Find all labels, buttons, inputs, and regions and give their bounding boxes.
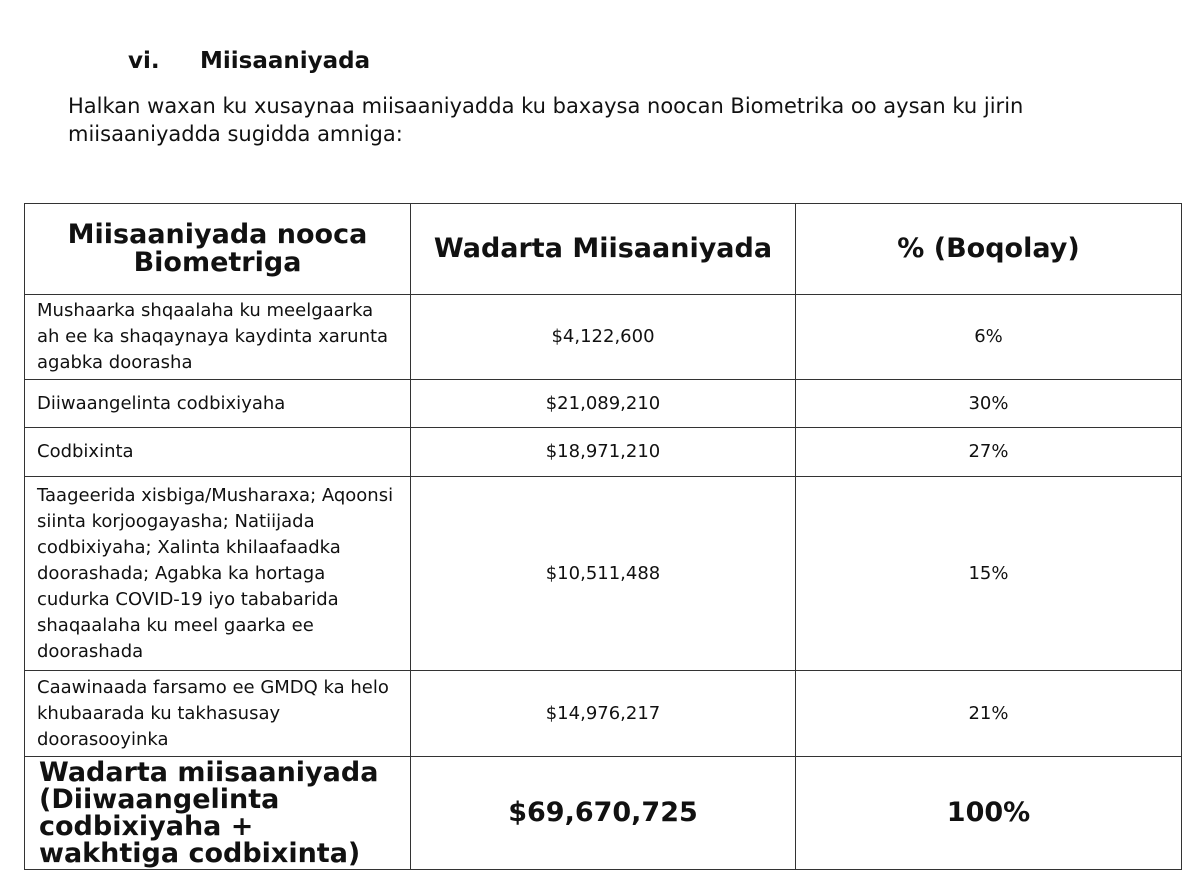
row-item: Mushaarka shqaalaha ku meelgaarka ah ee … — [24, 294, 411, 380]
row-item: Caawinaada farsamo ee GMDQ ka helo khuba… — [24, 670, 411, 757]
row-total: $14,976,217 — [410, 670, 796, 757]
section-title: Miisaaniyada — [200, 48, 371, 74]
intro-paragraph: Halkan waxan ku xusaynaa miisaaniyadda k… — [68, 94, 1024, 146]
row-percent: 15% — [795, 476, 1182, 671]
row-percent: 27% — [795, 427, 1182, 477]
section-number: vi. — [128, 48, 160, 74]
total-item: Wadarta miisaaniyada (Diiwaangelinta cod… — [24, 756, 411, 870]
row-total: $4,122,600 — [410, 294, 796, 380]
table-row: Taageerida xisbiga/Musharaxa; Aqoonsi si… — [24, 476, 1182, 671]
header-item: Miisaaniyada nooca Biometriga — [24, 203, 411, 295]
section-heading: vi. Miisaaniyada — [128, 48, 370, 74]
row-item: Taageerida xisbiga/Musharaxa; Aqoonsi si… — [24, 476, 411, 671]
row-percent: 30% — [795, 379, 1182, 428]
header-percent: % (Boqolay) — [795, 203, 1182, 295]
row-percent: 21% — [795, 670, 1182, 757]
table-row: Diiwaangelinta codbixiyaha $21,089,210 3… — [24, 379, 1182, 428]
budget-table: Miisaaniyada nooca Biometriga Wadarta Mi… — [24, 203, 1182, 870]
total-percent: 100% — [795, 756, 1182, 870]
table-row: Codbixinta $18,971,210 27% — [24, 427, 1182, 477]
row-total: $21,089,210 — [410, 379, 796, 428]
table-total-row: Wadarta miisaaniyada (Diiwaangelinta cod… — [24, 756, 1182, 870]
total-amount: $69,670,725 — [410, 756, 796, 870]
row-total: $10,511,488 — [410, 476, 796, 671]
table-row: Mushaarka shqaalaha ku meelgaarka ah ee … — [24, 294, 1182, 380]
table-header-row: Miisaaniyada nooca Biometriga Wadarta Mi… — [24, 203, 1182, 295]
row-total: $18,971,210 — [410, 427, 796, 477]
header-total: Wadarta Miisaaniyada — [410, 203, 796, 295]
row-percent: 6% — [795, 294, 1182, 380]
table-row: Caawinaada farsamo ee GMDQ ka helo khuba… — [24, 670, 1182, 757]
row-item: Diiwaangelinta codbixiyaha — [24, 379, 411, 428]
row-item: Codbixinta — [24, 427, 411, 477]
